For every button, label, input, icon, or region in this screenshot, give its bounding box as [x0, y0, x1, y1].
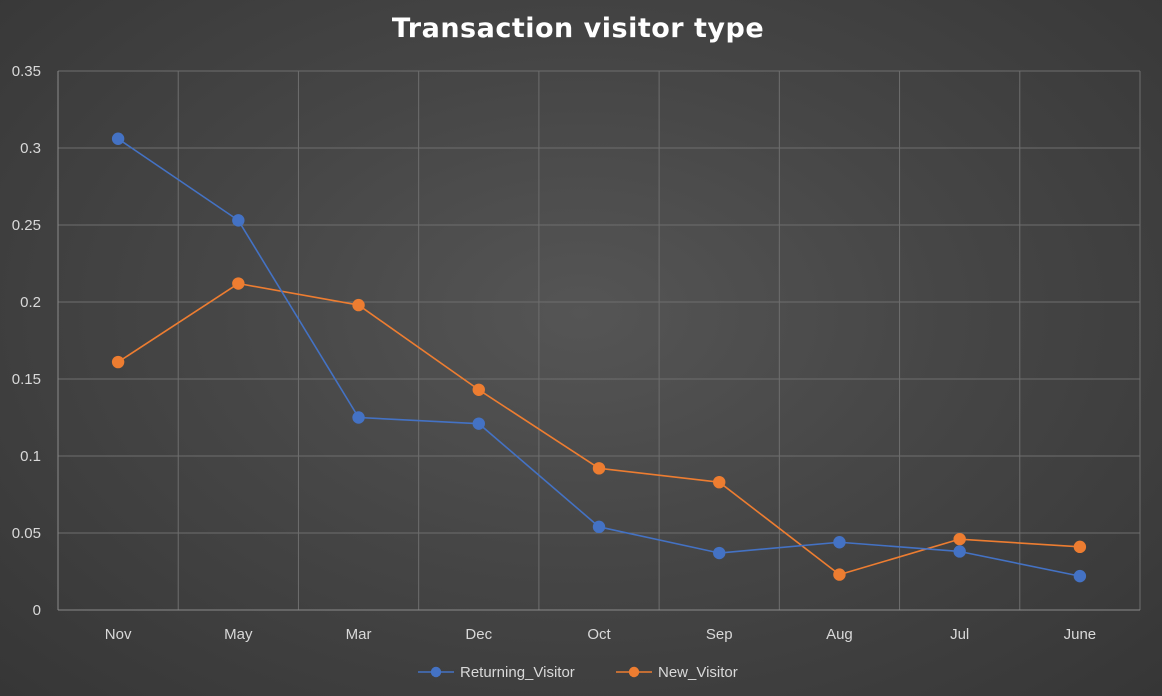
x-tick-label: May — [224, 626, 253, 643]
series-group — [111, 132, 1087, 583]
x-tick-label: Aug — [826, 626, 853, 643]
data-point-new-visitor — [352, 298, 365, 312]
x-tick-label: Sep — [706, 626, 733, 643]
legend-label: Returning_Visitor — [460, 664, 575, 681]
data-point-returning-visitor — [592, 520, 606, 534]
data-point-new-visitor — [592, 462, 606, 475]
x-tick-label: Nov — [105, 626, 132, 643]
data-point-new-visitor — [713, 475, 726, 489]
legend-item-returning-visitor: Returning_Visitor — [418, 664, 575, 681]
data-point-new-visitor — [472, 383, 485, 396]
x-tick-label: Oct — [587, 626, 611, 643]
data-point-returning-visitor — [833, 536, 846, 549]
data-point-returning-visitor — [472, 417, 485, 430]
y-tick-label: 0.15 — [12, 371, 41, 388]
y-tick-label: 0.05 — [12, 525, 41, 542]
axes: 0 0.05 0.1 0.15 0.2 0.25 0.3 0.35 Nov May Mar Dec Oc… — [12, 63, 1140, 643]
y-tick-label: 0.1 — [20, 448, 41, 465]
x-tick-label: June — [1064, 626, 1097, 643]
legend-marker-icon — [430, 666, 442, 678]
y-tick-label: 0.2 — [20, 294, 41, 311]
series-line-returning-visitor — [117, 138, 1081, 577]
legend: Returning_Visitor New_Visitor — [418, 664, 738, 681]
legend-item-new-visitor: New_Visitor — [616, 664, 738, 681]
y-tick-label: 0 — [33, 602, 41, 619]
data-point-returning-visitor — [232, 214, 245, 227]
data-point-new-visitor — [953, 532, 966, 546]
legend-marker-icon — [628, 666, 640, 678]
chart-title: Transaction visitor type — [392, 13, 764, 44]
data-point-returning-visitor — [713, 546, 726, 560]
x-tick-label: Dec — [465, 626, 492, 643]
y-tick-label: 0.35 — [12, 63, 41, 80]
data-point-returning-visitor — [352, 411, 365, 424]
data-point-new-visitor — [232, 277, 245, 290]
x-tick-label: Mar — [346, 626, 372, 643]
gridlines — [58, 70, 1141, 610]
y-tick-label: 0.25 — [12, 217, 41, 234]
data-point-returning-visitor — [953, 545, 966, 558]
data-point-returning-visitor — [111, 132, 125, 145]
data-point-returning-visitor — [1073, 569, 1087, 583]
legend-label: New_Visitor — [658, 664, 738, 681]
x-tick-label: Jul — [950, 626, 969, 643]
y-tick-label: 0.3 — [20, 140, 41, 157]
data-point-new-visitor — [833, 568, 846, 581]
data-point-new-visitor — [111, 355, 125, 369]
data-point-new-visitor — [1073, 540, 1087, 554]
